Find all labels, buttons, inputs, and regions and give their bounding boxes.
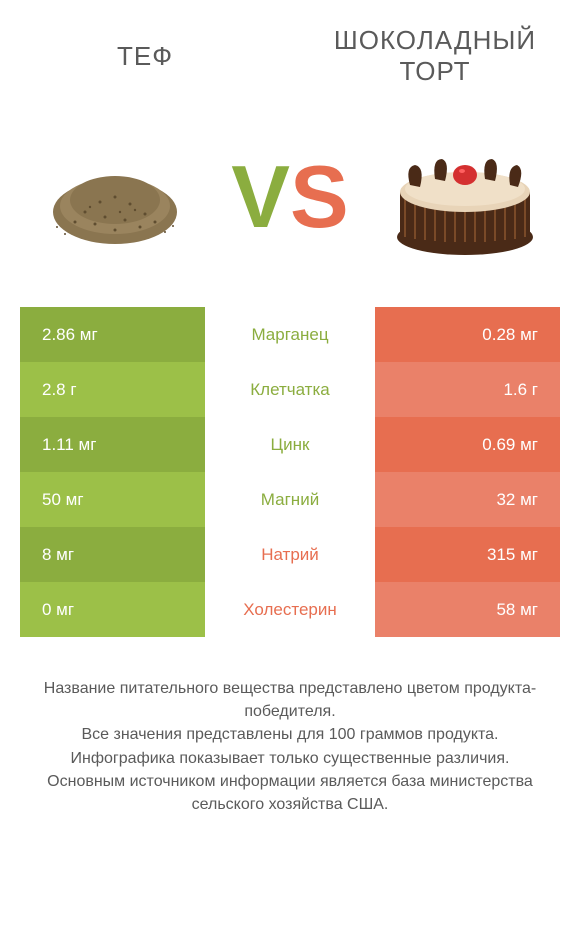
right-value: 315 мг	[375, 527, 560, 582]
vs-label: VS	[220, 153, 360, 241]
left-value: 8 мг	[20, 527, 205, 582]
nutrient-name: Цинк	[205, 417, 375, 472]
product-images-row: VS	[0, 97, 580, 307]
left-value: 2.8 г	[20, 362, 205, 417]
right-value: 32 мг	[375, 472, 560, 527]
table-row: 2.8 гКлетчатка1.6 г	[20, 362, 560, 417]
vs-s: S	[290, 153, 349, 241]
right-value: 0.69 мг	[375, 417, 560, 472]
vs-v: V	[231, 153, 290, 241]
cake-icon	[390, 137, 540, 257]
right-product-title: ШОКОЛАДНЫЙ ТОРТ	[310, 25, 560, 87]
right-value: 1.6 г	[375, 362, 560, 417]
left-value: 2.86 мг	[20, 307, 205, 362]
left-product-image	[20, 117, 210, 277]
nutrient-name: Холестерин	[205, 582, 375, 637]
nutrient-name: Марганец	[205, 307, 375, 362]
right-product-image	[370, 117, 560, 277]
footer-line: Основным источником информации является …	[30, 770, 550, 816]
footer-notes: Название питательного вещества представл…	[0, 637, 580, 816]
footer-line: Все значения представлены для 100 граммо…	[30, 723, 550, 746]
nutrient-name: Клетчатка	[205, 362, 375, 417]
right-value: 0.28 мг	[375, 307, 560, 362]
header: ТЕФ ШОКОЛАДНЫЙ ТОРТ	[0, 0, 580, 97]
right-value: 58 мг	[375, 582, 560, 637]
table-row: 2.86 мгМарганец0.28 мг	[20, 307, 560, 362]
teff-icon	[45, 142, 185, 252]
left-value: 50 мг	[20, 472, 205, 527]
footer-line: Инфографика показывает только существенн…	[30, 747, 550, 770]
comparison-table: 2.86 мгМарганец0.28 мг2.8 гКлетчатка1.6 …	[0, 307, 580, 637]
table-row: 1.11 мгЦинк0.69 мг	[20, 417, 560, 472]
nutrient-name: Магний	[205, 472, 375, 527]
table-row: 0 мгХолестерин58 мг	[20, 582, 560, 637]
left-value: 0 мг	[20, 582, 205, 637]
left-product-title: ТЕФ	[20, 25, 270, 87]
nutrient-name: Натрий	[205, 527, 375, 582]
table-row: 8 мгНатрий315 мг	[20, 527, 560, 582]
table-row: 50 мгМагний32 мг	[20, 472, 560, 527]
left-value: 1.11 мг	[20, 417, 205, 472]
footer-line: Название питательного вещества представл…	[30, 677, 550, 723]
